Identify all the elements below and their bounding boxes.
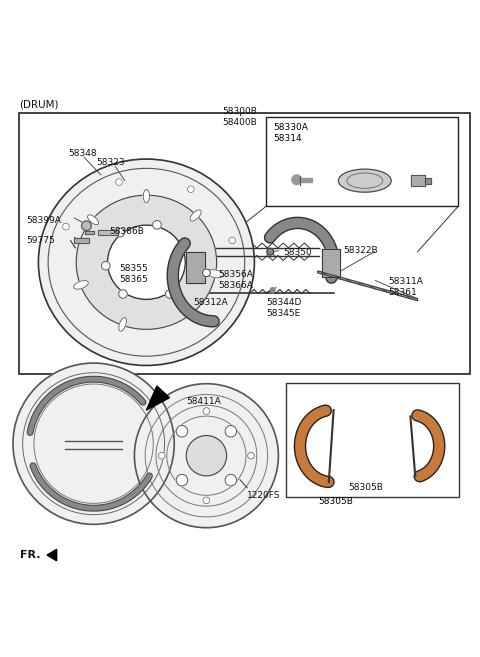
Bar [74, 238, 89, 243]
Circle shape [267, 248, 274, 255]
Text: 1220FS: 1220FS [247, 491, 281, 500]
Circle shape [225, 474, 237, 486]
Text: 58348: 58348 [69, 148, 97, 158]
Ellipse shape [76, 195, 216, 329]
Bar [186, 252, 205, 283]
Ellipse shape [206, 269, 224, 278]
Text: 58386B: 58386B [109, 227, 144, 236]
Circle shape [179, 242, 188, 250]
Text: 58311A
58361: 58311A 58361 [388, 277, 423, 297]
Circle shape [82, 221, 91, 231]
Bar [286, 383, 459, 497]
Polygon shape [47, 549, 57, 561]
Bar [411, 175, 425, 187]
Circle shape [248, 452, 254, 459]
Text: 58355
58365: 58355 58365 [119, 264, 148, 284]
Text: 58322B: 58322B [343, 246, 378, 255]
Text: 58350: 58350 [283, 248, 312, 257]
Bar [186, 252, 205, 283]
Circle shape [187, 186, 194, 193]
Bar [301, 178, 312, 181]
Circle shape [119, 290, 127, 298]
Ellipse shape [108, 225, 185, 300]
Text: FR.: FR. [20, 550, 41, 560]
Bar [411, 175, 425, 187]
Text: 58411A: 58411A [186, 397, 221, 405]
Circle shape [134, 384, 278, 528]
Circle shape [166, 290, 174, 298]
Circle shape [186, 436, 227, 476]
Polygon shape [146, 386, 169, 410]
Text: 58344D
58345E: 58344D 58345E [266, 298, 302, 318]
Text: 58314: 58314 [274, 133, 302, 143]
Bar [74, 238, 89, 243]
Circle shape [292, 175, 301, 185]
Text: 59775: 59775 [26, 237, 55, 245]
Circle shape [203, 408, 210, 415]
Bar [322, 249, 340, 277]
Text: 58300B
58400B: 58300B 58400B [223, 106, 257, 127]
Ellipse shape [338, 169, 391, 193]
Ellipse shape [73, 281, 88, 289]
Bar [425, 178, 431, 183]
Circle shape [116, 228, 124, 237]
Circle shape [225, 426, 237, 437]
Circle shape [153, 221, 161, 229]
Ellipse shape [38, 159, 254, 365]
Circle shape [176, 426, 188, 437]
Ellipse shape [119, 317, 126, 331]
Ellipse shape [143, 189, 150, 203]
Bar [266, 118, 458, 206]
Text: 58323: 58323 [96, 158, 125, 167]
Circle shape [203, 497, 210, 504]
Text: 58305B: 58305B [319, 497, 353, 507]
Circle shape [13, 363, 174, 524]
Text: (DRUM): (DRUM) [19, 99, 59, 109]
Circle shape [116, 179, 122, 185]
Text: 58305B: 58305B [348, 483, 384, 492]
Circle shape [270, 288, 275, 292]
Text: 58330A: 58330A [274, 123, 309, 132]
Bar [85, 231, 94, 235]
Ellipse shape [190, 210, 201, 221]
Circle shape [101, 261, 110, 270]
Circle shape [176, 474, 188, 486]
Circle shape [229, 237, 236, 244]
Bar [19, 112, 470, 374]
Text: 58356A
58366A: 58356A 58366A [218, 270, 253, 290]
Ellipse shape [87, 215, 98, 225]
Circle shape [158, 452, 165, 459]
Circle shape [62, 223, 69, 230]
Circle shape [203, 269, 210, 277]
Bar [98, 229, 118, 235]
Polygon shape [318, 271, 418, 301]
Bar [85, 231, 94, 235]
Text: 58399A: 58399A [26, 215, 61, 225]
Text: 58312A: 58312A [193, 298, 228, 307]
Bar [322, 249, 340, 277]
Bar [425, 178, 431, 183]
Bar [98, 229, 118, 235]
